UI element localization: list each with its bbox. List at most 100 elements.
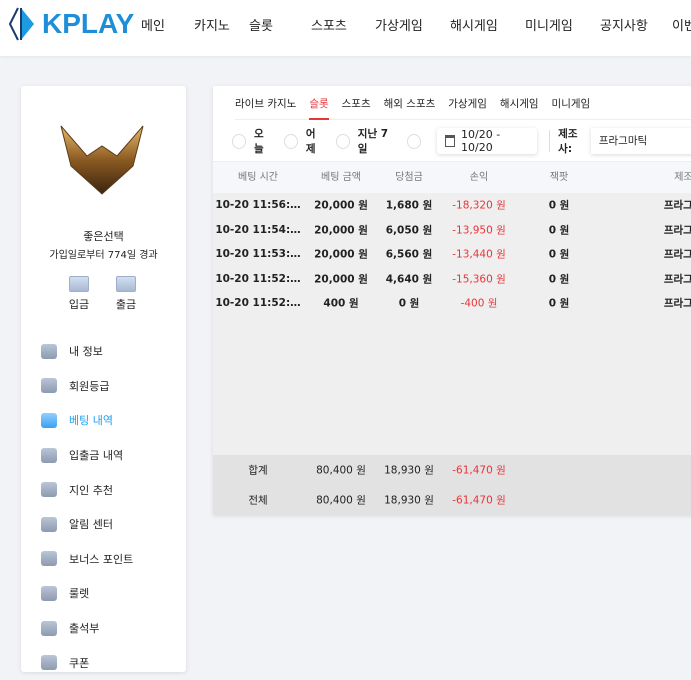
sidebar-item[interactable]: 입출금 내역 [41,438,133,473]
sidebar-item[interactable]: 출석부 [41,611,133,646]
table-totals: 합계 80,400 원 18,930 원 -61,470 원 전체 80,400 원 18,… [213,455,691,515]
sidebar-item[interactable]: 룰렛 [41,576,133,611]
nav-item[interactable]: 가상게임 [375,19,423,34]
totals-row: 합계 80,400 원 18,930 원 -61,470 원 [213,455,691,485]
nav-item[interactable]: 해시게임 [450,19,498,34]
table-cell: 1,680 원 [385,199,433,212]
table-cell: 0 원 [548,297,570,310]
wallet-icon [41,551,57,567]
withdraw-button[interactable]: 출금 [106,276,146,312]
table-cell: 20,000 원 [314,224,368,237]
sidebar-item[interactable]: 회원등급 [41,369,133,404]
table-cell: 전체 [248,494,268,507]
deposit-button[interactable]: 입금 [59,276,99,312]
table-cell: 프라그마틱 [663,224,691,237]
logo-icon [8,7,34,41]
table-cell: 프라그마틱 [663,273,691,286]
divider [549,130,551,152]
withdraw-label: 출금 [115,298,137,311]
table-cell: 합계 [248,464,268,477]
betting-history-panel: 라이브 카지노 슬롯 스포츠 해외 스포츠 가상게임 해시게임 미니게임 오늘 어제 지난 … [213,86,691,515]
sidebar-item[interactable]: 알림 센터 [41,507,133,542]
table-cell: 0 원 [398,297,420,310]
nav-item[interactable]: 미니게임 [525,19,573,34]
table-cell: -61,470 원 [452,494,506,507]
calendar-icon [444,135,455,147]
table-cell: -18,320 원 [452,199,506,212]
sidebar-item-label: 회원등급 [69,379,110,393]
tab[interactable]: 스포츠 [341,98,371,110]
sidebar-item[interactable]: 지인 추천 [41,472,133,507]
tab[interactable]: 라이브 카지노 [235,98,297,110]
date-range-picker[interactable]: 10/20 - 10/20 [437,128,537,154]
tab[interactable]: 해시게임 [499,98,539,110]
tab[interactable]: 해외 스포츠 [383,98,436,110]
table-cell: 6,050 원 [385,224,433,237]
chat-icon [41,516,57,532]
table-cell: 20,000 원 [314,273,368,286]
table-row: 10-20 11:52:… 20,000 원 4,640 원 -15,360 원 0 원… [213,267,691,292]
table-cell: 400 원 [323,297,359,310]
nav-item[interactable]: 이벤트 [672,19,691,34]
rank-emblem-icon [60,125,144,195]
provider-select[interactable]: 프라그마틱 [591,128,691,154]
wallet-icon [116,276,136,292]
nav-item[interactable]: 메인 [141,19,165,34]
table-cell: 6,560 원 [385,248,433,261]
sidebar-item-label: 출석부 [69,622,100,636]
table-cell: -15,360 원 [452,273,506,286]
table-cell: 프라그마틱 [663,297,691,310]
tab[interactable]: 슬롯 [309,86,329,120]
table-cell: 10-20 11:54:… [215,223,301,236]
star-icon [41,585,57,601]
sidebar-item[interactable]: 베팅 내역 [41,403,133,438]
nav-item[interactable]: 슬롯 [249,19,273,34]
radio-last7[interactable] [335,133,350,149]
top-header: KPLAY 메인 카지노 슬롯 스포츠 가상게임 해시게임 미니게임 공지사항 이벤트 [0,0,691,56]
today-label: 오늘 [254,128,264,155]
table-row: 10-20 11:56:… 20,000 원 1,680 원 -18,320 원 0 원… [213,193,691,218]
totals-row: 전체 80,400 원 18,930 원 -61,470 원 [213,485,691,515]
table-cell: 당첨금 [395,171,423,183]
brand-name: KPLAY [42,8,135,39]
table-cell: 프라그마틱 [663,199,691,212]
table-cell: 베팅 시간 [238,171,278,183]
wallet-icon [41,447,57,463]
username: 좋은선택 [83,230,124,243]
sidebar-item[interactable]: 보너스 포인트 [41,542,133,577]
filter-bar: 오늘 어제 지난 7일 10/20 - 10/20 제조사: 프라그마틱 [213,121,691,161]
member-days: 가입일로부터 774일 경과 [49,250,158,261]
tab[interactable]: 가상게임 [448,98,487,110]
heart-mail-icon [41,482,57,498]
radio-custom[interactable] [406,133,421,149]
table-cell: 0 원 [548,273,570,286]
user-icon [41,343,57,359]
sidebar-item-label: 보너스 포인트 [69,552,134,566]
date-range-value: 10/20 - 10/20 [461,128,501,154]
radio-yesterday[interactable] [283,133,298,149]
diamond-icon [41,378,57,394]
radio-today[interactable] [232,133,247,149]
sidebar-item-label: 알림 센터 [69,518,113,532]
logo[interactable]: KPLAY [8,6,134,42]
tab[interactable]: 미니게임 [551,98,591,110]
sidebar-item-label: 내 정보 [69,345,103,359]
table-cell: 제조사 [674,171,691,183]
table-cell: -13,440 원 [452,248,506,261]
table-row: 10-20 11:52:… 400 원 0 원 -400 원 0 원 프라그마틱 [213,291,691,316]
table-cell: 베팅 금액 [321,171,361,183]
game-tabs: 라이브 카지노 슬롯 스포츠 해외 스포츠 가상게임 해시게임 미니게임 [235,86,691,120]
nav-item[interactable]: 공지사항 [600,19,648,34]
sidebar-item[interactable]: 쿠폰 [41,645,133,680]
nav-item[interactable]: 스포츠 [311,19,347,34]
wallet-icon [69,276,89,292]
sidebar-item-label: 룰렛 [69,587,90,601]
nav-item[interactable]: 카지노 [194,19,230,34]
sidebar-item-label: 쿠폰 [69,656,90,670]
deposit-label: 입금 [68,298,90,311]
sidebar-item[interactable]: 내 정보 [41,334,133,369]
table-cell: 80,400 원 [316,464,366,477]
table-cell: 10-20 11:56:… [215,199,301,212]
table-header: 베팅 시간 베팅 금액 당첨금 손익 잭팟 제조사 [213,161,691,193]
